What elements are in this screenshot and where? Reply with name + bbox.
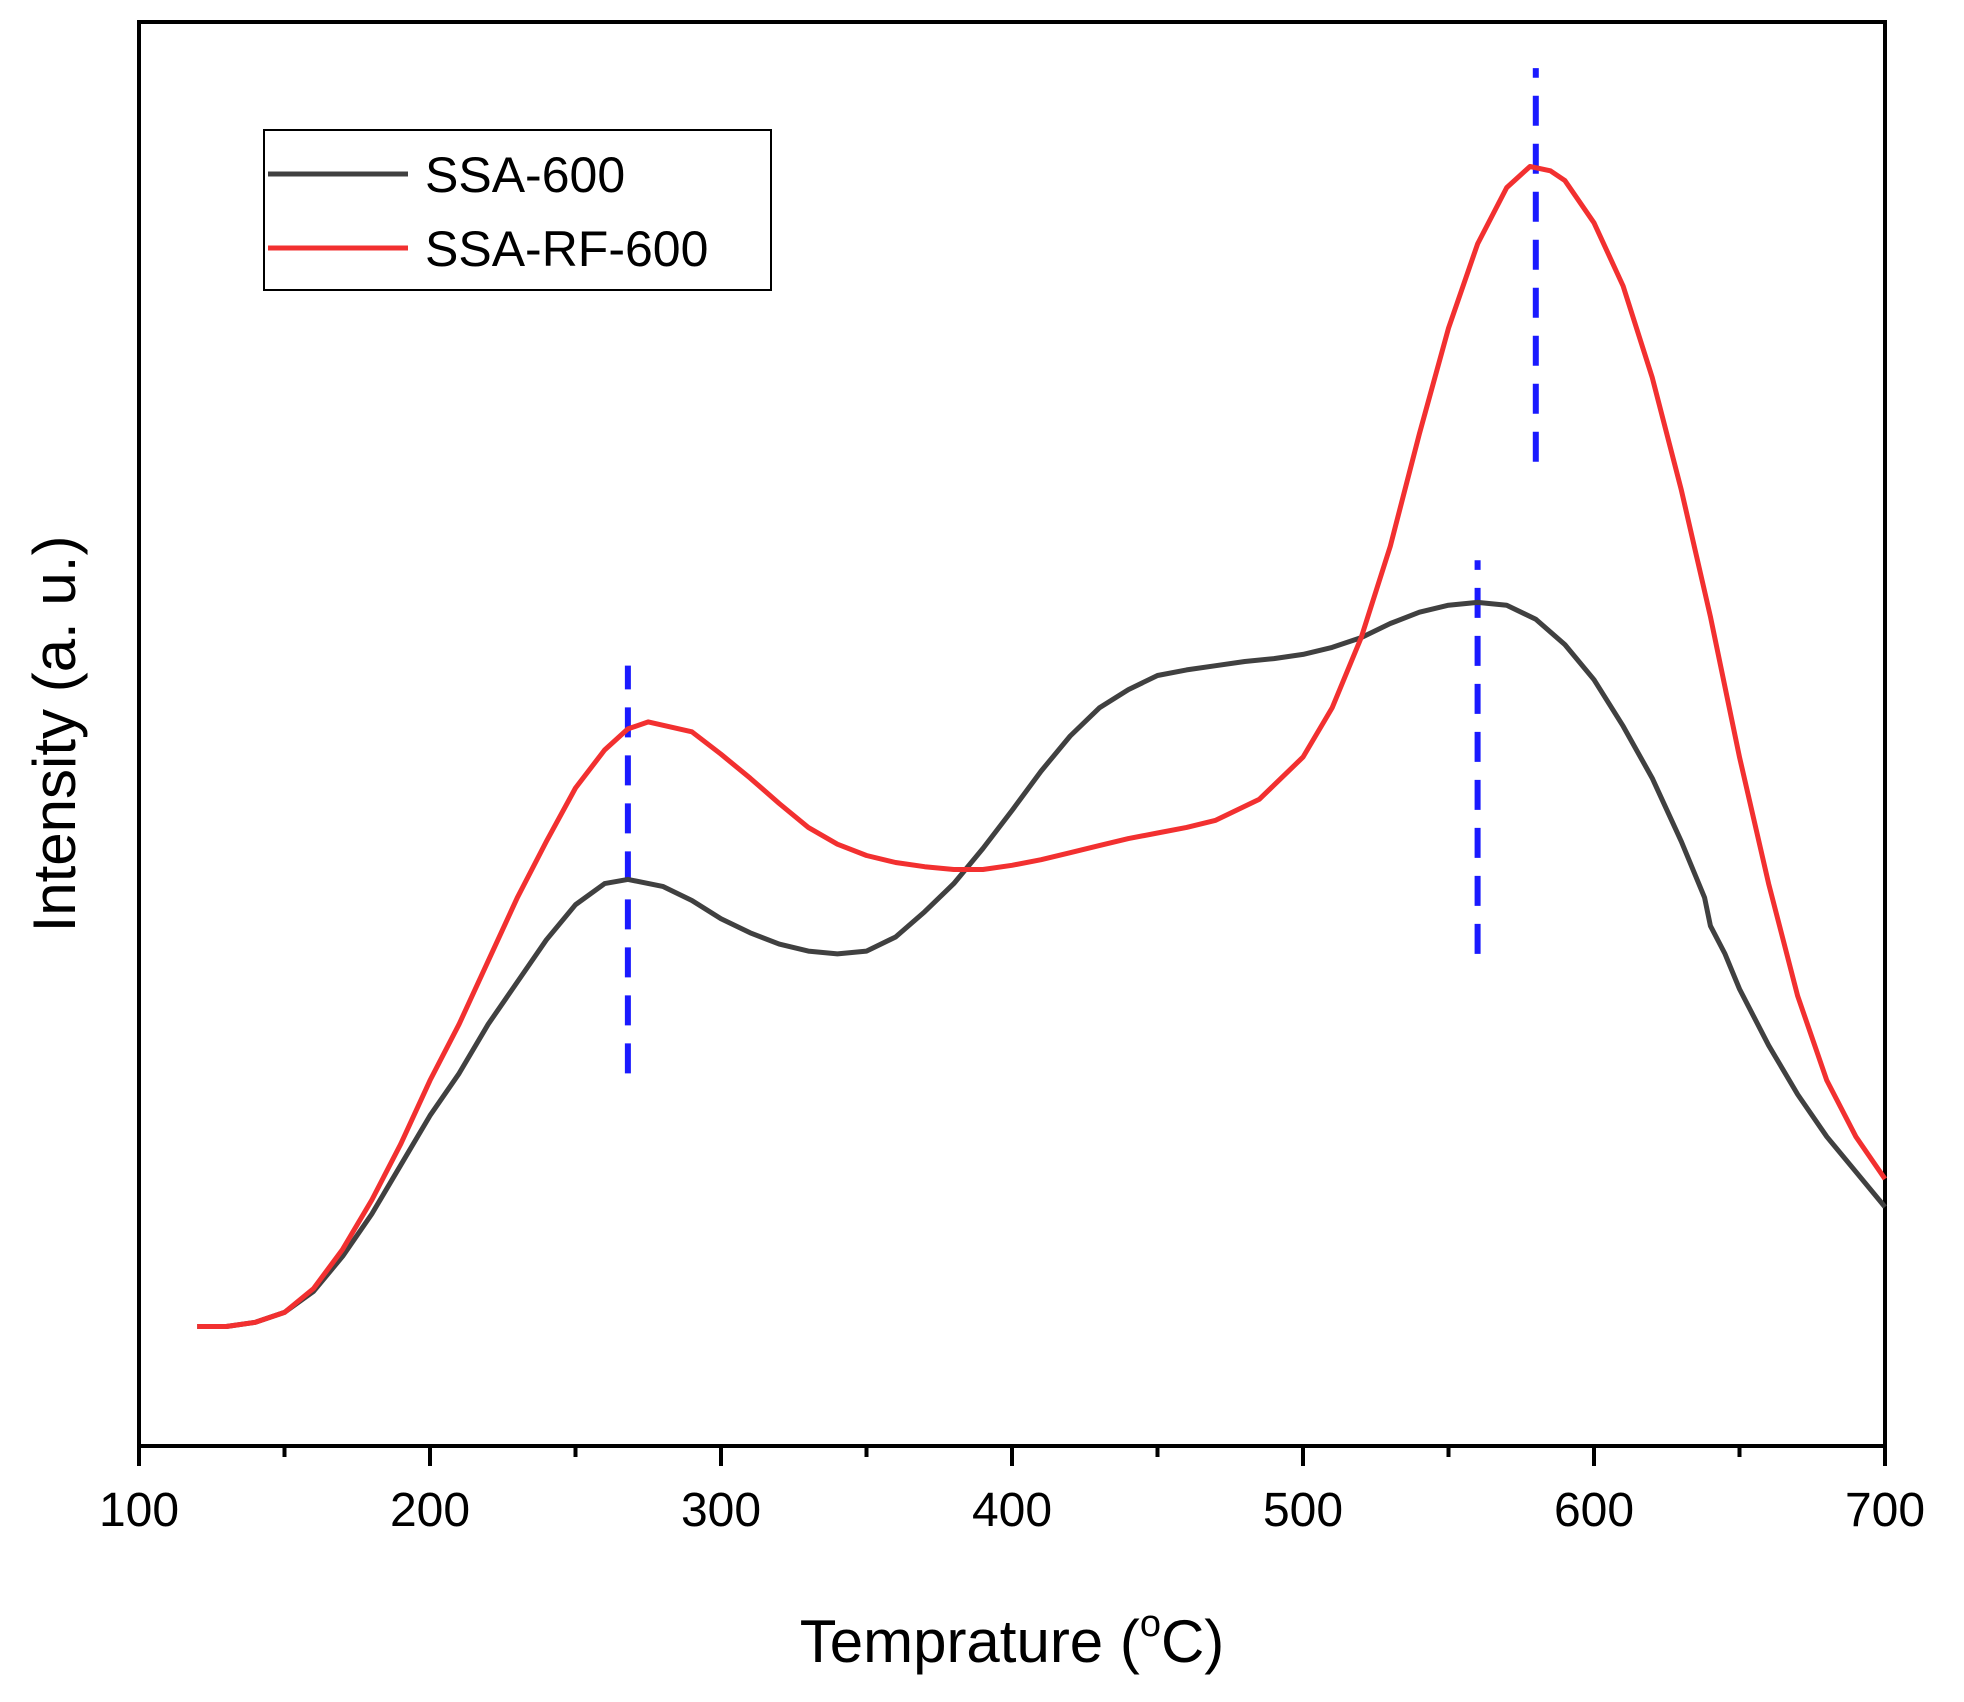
x-tick-label-200: 200 — [390, 1484, 470, 1537]
series-line-ssa-rf-600 — [197, 164, 1888, 1329]
legend-label-ssa-600: SSA-600 — [425, 147, 625, 203]
x-axis: 100 200 300 400 500 600 700 — [99, 1446, 1925, 1537]
series-lines — [197, 164, 1888, 1329]
x-tick-label-100: 100 — [99, 1484, 179, 1537]
legend-label-ssa-rf-600: SSA-RF-600 — [425, 221, 708, 277]
x-tick-label-700: 700 — [1845, 1484, 1925, 1537]
x-tick-label-500: 500 — [1263, 1484, 1343, 1537]
x-tick-label-300: 300 — [681, 1484, 761, 1537]
x-axis-label-tail: C) — [1161, 1608, 1224, 1675]
x-axis-label-main: Temprature ( — [800, 1608, 1140, 1675]
y-axis-label: Intensity (a. u.) — [21, 536, 88, 933]
series-line-ssa-600 — [197, 599, 1887, 1329]
x-axis-label-superscript: o — [1140, 1603, 1161, 1645]
legend: SSA-600 SSA-RF-600 — [263, 129, 772, 291]
x-tick-label-600: 600 — [1554, 1484, 1634, 1537]
x-axis-label: Temprature (oC) — [800, 1603, 1225, 1675]
x-tick-label-400: 400 — [972, 1484, 1052, 1537]
reference-lines — [624, 68, 1539, 1074]
legend-box — [263, 129, 772, 291]
